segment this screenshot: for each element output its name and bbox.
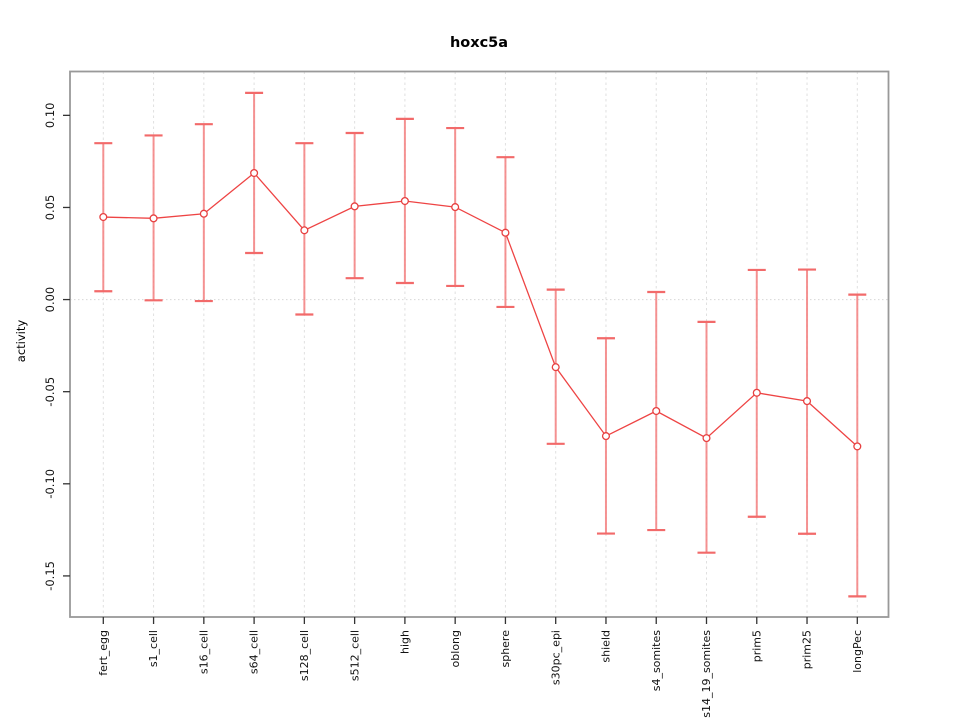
data-point bbox=[300, 226, 309, 235]
x-tick-label: prim25 bbox=[801, 630, 814, 669]
x-tick-label: fert_egg bbox=[97, 630, 110, 676]
x-tick-label: high bbox=[399, 630, 412, 654]
data-point bbox=[551, 363, 560, 372]
data-point bbox=[802, 397, 812, 406]
x-tick-label: s128_cell bbox=[298, 630, 311, 681]
x-tick-label: s14_19_somites bbox=[700, 630, 713, 718]
y-tick-label: 0.10 bbox=[43, 103, 57, 129]
data-point bbox=[350, 202, 359, 211]
x-tick-label: shield bbox=[600, 630, 613, 663]
x-tick-label: prim5 bbox=[750, 630, 763, 662]
x-tick-label: s64_cell bbox=[248, 630, 261, 674]
x-tick-label: sphere bbox=[499, 630, 512, 668]
x-tick-label: s16_cell bbox=[197, 630, 210, 674]
y-tick-label: 0.05 bbox=[43, 195, 57, 221]
data-point bbox=[400, 196, 409, 206]
x-tick-label: s4_somites bbox=[650, 630, 663, 692]
y-tick-label: -0.15 bbox=[43, 561, 57, 591]
series-line bbox=[103, 172, 858, 447]
x-tick-label: longPec bbox=[851, 630, 864, 673]
data-point bbox=[501, 228, 510, 237]
data-point bbox=[601, 432, 611, 441]
data-point bbox=[99, 212, 108, 222]
data-point bbox=[702, 434, 711, 443]
data-point bbox=[149, 214, 158, 223]
y-tick-label: -0.05 bbox=[43, 377, 57, 407]
y-tick-label: -0.10 bbox=[43, 469, 57, 499]
y-tick-label: 0.00 bbox=[43, 287, 57, 313]
x-tick-label: s1_cell bbox=[147, 630, 160, 667]
plot-border bbox=[69, 70, 890, 618]
data-point bbox=[199, 209, 208, 218]
data-point bbox=[250, 168, 259, 178]
data-point bbox=[752, 388, 761, 397]
data-point bbox=[652, 406, 661, 416]
x-tick-label: s512_cell bbox=[348, 630, 361, 681]
data-point bbox=[853, 442, 862, 451]
chart-title: hoxc5a bbox=[449, 35, 509, 51]
x-tick-label: s30pc_epi bbox=[549, 630, 562, 685]
x-tick-label: oblong bbox=[449, 630, 462, 667]
data-point bbox=[451, 203, 460, 212]
